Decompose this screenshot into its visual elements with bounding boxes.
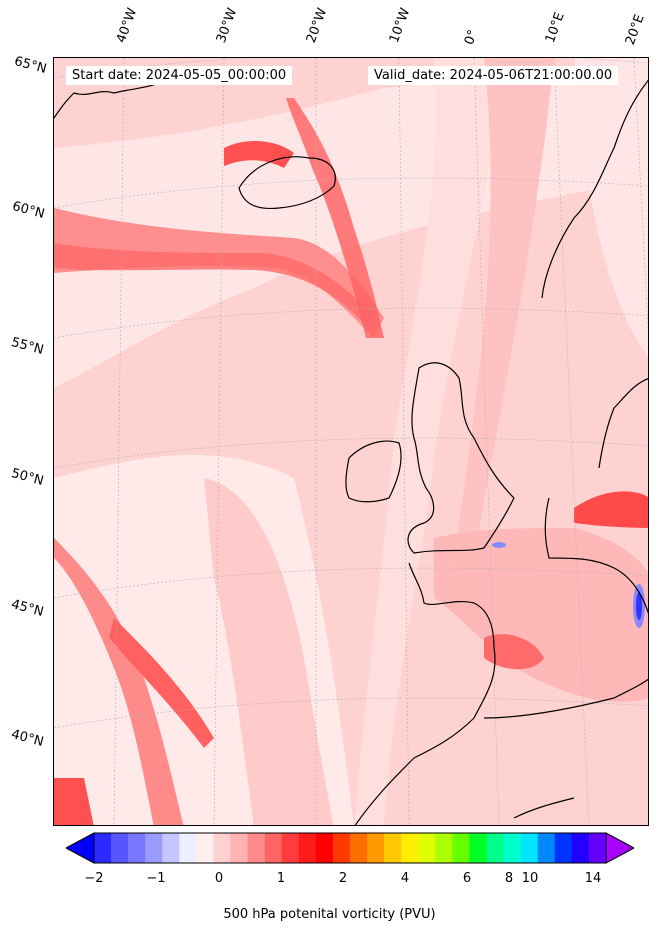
map-panel [53, 57, 649, 826]
colorbar-swatch [213, 833, 232, 863]
colorbar-swatch [384, 833, 402, 863]
lon-label-10w: 10°W [386, 6, 414, 45]
lat-label-45n: 45°N [9, 597, 46, 620]
cb-tick-0: 0 [214, 871, 224, 886]
colorbar-swatch [281, 833, 300, 863]
colorbar-swatch [94, 833, 112, 863]
lat-label-65n: 65°N [12, 54, 49, 77]
colorbar-swatch [350, 833, 368, 863]
cb-tick-1: 1 [276, 871, 286, 886]
colorbar-swatch [537, 833, 556, 863]
colorbar-swatch [435, 833, 453, 863]
cb-tick-10: 10 [521, 871, 539, 886]
lat-label-60n: 60°N [10, 199, 47, 222]
colorbar-swatch [520, 833, 539, 863]
colorbar-swatch [298, 833, 317, 863]
colorbar-swatch [332, 833, 351, 863]
colorbar-swatch [401, 833, 419, 863]
colorbar-swatch [554, 833, 573, 863]
colorbar-swatch [111, 833, 129, 863]
cb-tick-2: 2 [338, 871, 348, 886]
colorbar-swatches [66, 832, 634, 864]
cb-tick-6: 6 [462, 871, 472, 886]
lon-label-20w: 20°W [303, 6, 331, 45]
cb-tick-4: 4 [400, 871, 410, 886]
colorbar-swatch [367, 833, 385, 863]
valid-date-text: Valid_date: 2024-05-06T21:00:00.00 [368, 66, 619, 85]
colorbar-extend-min [66, 832, 95, 864]
colorbar-swatch [315, 833, 334, 863]
lat-label-40n: 40°N [9, 727, 46, 750]
lon-label-20e: 20°E [622, 12, 648, 48]
cb-tick-neg1: −1 [146, 871, 166, 886]
lat-label-50n: 50°N [9, 466, 46, 489]
lon-label-0: 0° [461, 27, 482, 47]
pv-contour-map [54, 58, 648, 825]
lat-label-55n: 55°N [9, 335, 46, 358]
colorbar-swatch [128, 833, 146, 863]
colorbar-swatch [571, 833, 590, 863]
colorbar-swatch [486, 833, 505, 863]
cb-tick-8: 8 [504, 871, 514, 886]
lon-label-40w: 40°W [113, 6, 141, 45]
colorbar-swatch [452, 833, 470, 863]
colorbar-swatch [418, 833, 436, 863]
lon-label-30w: 30°W [213, 6, 241, 45]
colorbar-swatch [264, 833, 283, 863]
colorbar-swatch [469, 833, 488, 863]
cb-tick-neg2: −2 [84, 871, 104, 886]
colorbar-swatch [145, 833, 163, 863]
colorbar-extend-max [605, 832, 634, 864]
cb-tick-14: 14 [584, 871, 602, 886]
colorbar-swatch [503, 833, 522, 863]
lon-label-10e: 10°E [542, 10, 568, 46]
colorbar-swatch [230, 833, 249, 863]
start-date-text: Start date: 2024-05-05_00:00:00 [66, 66, 293, 85]
colorbar-swatch [196, 833, 214, 863]
colorbar-swatch [247, 833, 266, 863]
colorbar-label: 500 hPa potenital vorticity (PVU) [223, 907, 436, 922]
colorbar-swatch [179, 833, 197, 863]
colorbar-swatch [588, 833, 607, 863]
colorbar-swatch [162, 833, 180, 863]
colorbar [66, 832, 634, 864]
